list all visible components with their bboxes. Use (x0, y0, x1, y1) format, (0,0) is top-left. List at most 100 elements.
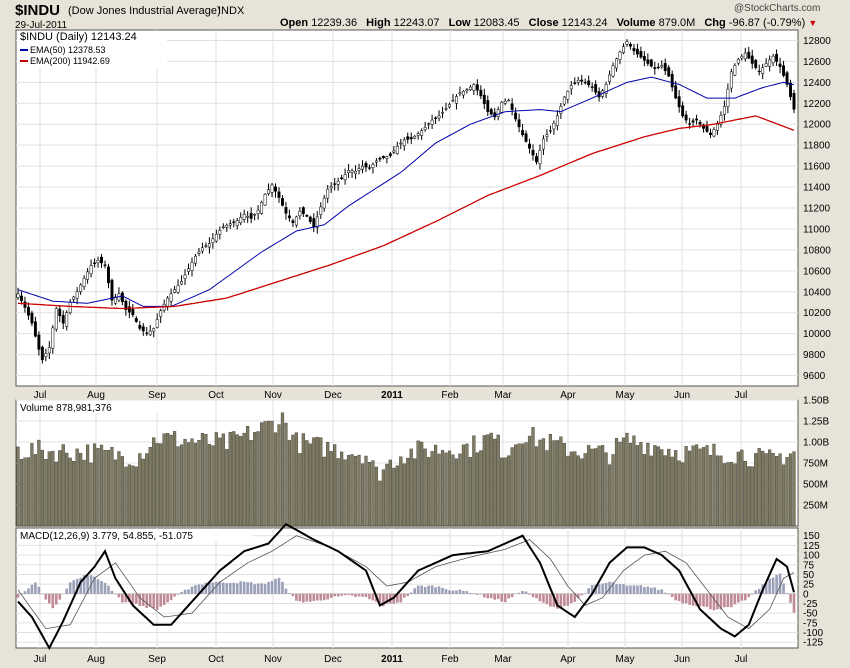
price-candle (413, 136, 417, 139)
macd-histogram-bar (476, 593, 479, 595)
volume-bar (58, 450, 62, 527)
macd-histogram-bar (183, 589, 187, 594)
price-candle (503, 100, 507, 104)
price-candle (322, 197, 326, 209)
macd-histogram-bar (569, 593, 573, 604)
volume-bar (179, 444, 184, 527)
price-candle (20, 295, 23, 301)
macd-histogram-bar (768, 578, 771, 594)
price-candle (103, 264, 107, 266)
price-candle (58, 308, 62, 317)
macd-histogram-bar (37, 586, 41, 594)
macd-histogram-bar (590, 585, 594, 594)
volume-bar (444, 452, 448, 527)
price-candle (517, 119, 521, 128)
price-candle (232, 221, 236, 223)
volume-bar (778, 453, 782, 527)
volume-bar (440, 450, 445, 527)
macd-histogram-bar (625, 585, 629, 594)
price-candle (642, 56, 646, 61)
price-candle (277, 191, 281, 198)
price-candle (270, 184, 274, 193)
macd-histogram-bar (340, 593, 343, 596)
macd-histogram-bar (670, 593, 674, 598)
price-candle (569, 85, 573, 90)
down-arrow-icon: ▼ (808, 18, 818, 28)
volume-bar (701, 447, 706, 527)
macd-histogram-bar (674, 593, 677, 601)
macd-histogram-bar (493, 593, 497, 600)
price-candle (482, 94, 486, 105)
macd-histogram-bar (740, 593, 744, 601)
price-candle (23, 301, 27, 308)
chart-symbol: $INDU (15, 2, 61, 19)
macd-histogram-bar (656, 589, 660, 594)
price-candle (127, 306, 131, 313)
volume-bar (722, 463, 727, 527)
volume-bar (785, 457, 789, 527)
macd-histogram-bar (319, 593, 323, 601)
volume-bar (246, 426, 250, 527)
volume-bar (607, 464, 612, 527)
volume-bar (646, 442, 650, 527)
price-candle (409, 137, 413, 140)
volume-bar (632, 435, 636, 527)
volume-bar (61, 444, 65, 527)
month-label: Oct (208, 390, 224, 401)
macd-legend-box (17, 529, 252, 541)
macd-histogram-bar (618, 584, 622, 594)
volume-bar (461, 444, 466, 527)
macd-histogram-bar (549, 593, 552, 607)
macd-histogram-bar (364, 593, 368, 598)
month-label: Jul (735, 390, 748, 401)
macd-histogram-bar (100, 581, 103, 594)
price-candle (298, 210, 302, 217)
price-legend-box (17, 31, 167, 68)
volume-bar (771, 453, 775, 527)
volume-bar (475, 452, 479, 527)
volume-bar (708, 455, 713, 527)
macd-histogram-bar (465, 591, 469, 594)
macd-histogram-bar (416, 585, 420, 594)
price-candle (187, 268, 190, 272)
macd-histogram-bar (524, 591, 528, 594)
price-candle (329, 186, 333, 189)
price-candle (486, 100, 490, 112)
volume-bar (496, 434, 500, 527)
price-candle (152, 328, 156, 332)
macd-histogram-bar (347, 593, 350, 595)
volume-bar (266, 420, 271, 527)
volume-bar (256, 431, 260, 527)
macd-histogram-bar (646, 586, 650, 594)
chart-date: 29-Jul-2011 (15, 20, 68, 31)
volume-bar (106, 450, 111, 527)
month-label: 2011 (381, 654, 403, 665)
price-candle (26, 306, 30, 316)
volume-bar (162, 433, 166, 527)
price-tick-label: 11400 (803, 183, 831, 194)
macd-histogram-bar (225, 583, 229, 594)
price-candle (778, 63, 782, 67)
macd-histogram-bar (284, 588, 288, 594)
volume-bar (232, 431, 236, 527)
price-candle (684, 114, 688, 121)
macd-histogram-bar (96, 579, 100, 594)
volume-bar (402, 463, 406, 527)
volume-bar (736, 451, 740, 527)
price-candle (430, 119, 434, 125)
macd-histogram-bar (757, 588, 761, 594)
volume-bar (472, 435, 476, 527)
volume-bar (169, 434, 173, 527)
volume-bar (729, 461, 733, 527)
volume-bar (479, 450, 483, 527)
macd-histogram-bar (121, 593, 124, 603)
volume-bar (454, 458, 459, 527)
macd-histogram-bar (521, 591, 524, 594)
volume-bar (761, 450, 765, 527)
macd-histogram-bar (402, 593, 406, 598)
macd-histogram-bar (187, 589, 190, 594)
price-tick-label: 12800 (803, 36, 831, 47)
macd-histogram-bar (274, 578, 277, 594)
volume-bar (239, 436, 243, 527)
